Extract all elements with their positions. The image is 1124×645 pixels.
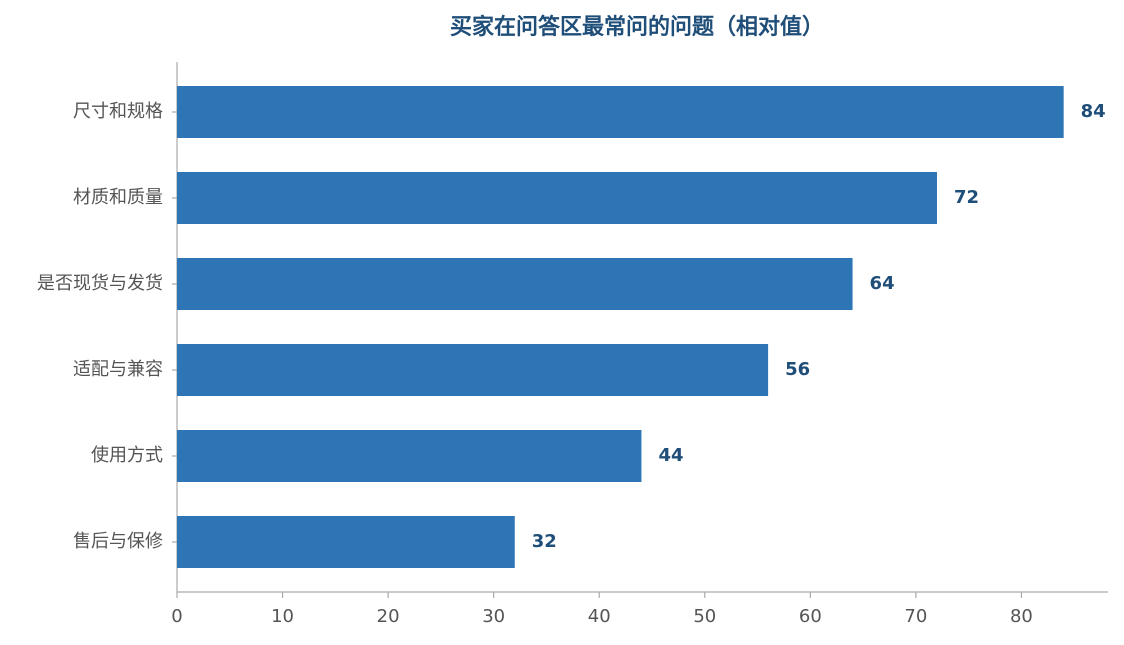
bar bbox=[177, 430, 642, 482]
y-tick-label: 使用方式 bbox=[91, 445, 163, 466]
value-label: 64 bbox=[870, 273, 895, 294]
value-label: 72 bbox=[954, 187, 979, 208]
value-label: 56 bbox=[785, 359, 810, 380]
x-tick-label: 20 bbox=[377, 606, 400, 627]
y-tick-label: 售后与保修 bbox=[73, 531, 163, 552]
bar bbox=[177, 344, 769, 396]
x-tick-label: 50 bbox=[693, 606, 716, 627]
x-tick-label: 40 bbox=[588, 606, 611, 627]
bar bbox=[177, 86, 1064, 138]
x-tick-label: 10 bbox=[271, 606, 294, 627]
x-tick-label: 0 bbox=[171, 606, 182, 627]
bar bbox=[177, 172, 937, 224]
x-tick-label: 70 bbox=[904, 606, 927, 627]
value-label: 84 bbox=[1081, 101, 1106, 122]
x-tick-label: 60 bbox=[799, 606, 822, 627]
bar bbox=[177, 516, 515, 568]
y-tick-label: 是否现货与发货 bbox=[37, 273, 163, 294]
value-label: 44 bbox=[658, 445, 683, 466]
bar bbox=[177, 258, 853, 310]
y-tick-label: 适配与兼容 bbox=[73, 359, 163, 380]
x-tick-label: 80 bbox=[1010, 606, 1033, 627]
x-tick-label: 30 bbox=[482, 606, 505, 627]
y-tick-label: 材质和质量 bbox=[73, 187, 163, 208]
value-label: 32 bbox=[532, 531, 557, 552]
y-tick-label: 尺寸和规格 bbox=[73, 101, 163, 122]
chart-title: 买家在问答区最常问的问题（相对值） bbox=[450, 14, 824, 40]
